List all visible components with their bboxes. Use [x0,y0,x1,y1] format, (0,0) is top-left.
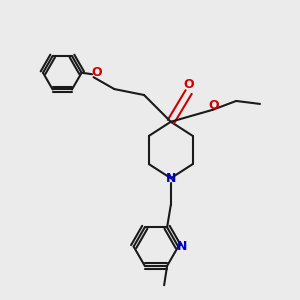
Text: O: O [91,66,102,79]
Text: N: N [177,240,187,253]
Text: N: N [166,172,176,185]
Text: O: O [183,78,194,91]
Text: O: O [208,99,219,112]
